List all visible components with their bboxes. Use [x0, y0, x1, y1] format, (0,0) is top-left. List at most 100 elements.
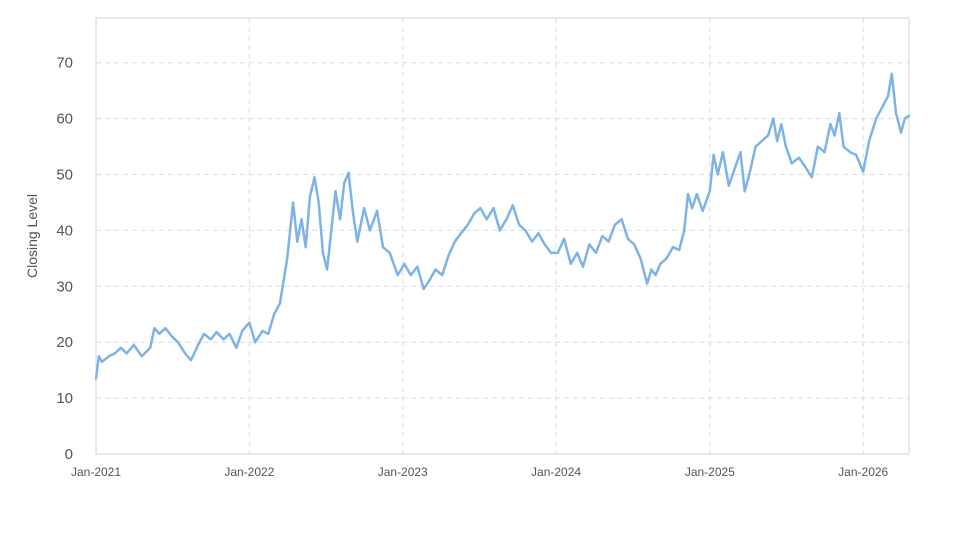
- data-point: [784, 145, 788, 148]
- data-point: [810, 176, 814, 179]
- plot-area: [95, 17, 910, 455]
- data-point: [416, 265, 419, 268]
- data-point: [695, 193, 698, 196]
- data-point: [326, 268, 329, 271]
- data-point: [727, 184, 730, 187]
- data-point: [215, 331, 218, 334]
- data-point: [594, 251, 598, 254]
- y-axis-title: Closing Level: [24, 194, 40, 278]
- data-point: [356, 240, 359, 243]
- data-point: [235, 346, 238, 349]
- data-point: [492, 207, 495, 210]
- data-point: [228, 332, 231, 335]
- data-point: [875, 117, 878, 120]
- data-point: [125, 352, 128, 355]
- data-point: [273, 313, 276, 316]
- data-point: [149, 346, 152, 349]
- data-point: [140, 355, 143, 358]
- data-point: [132, 343, 135, 347]
- data-point: [671, 246, 675, 249]
- y-tick-label: 0: [65, 446, 73, 463]
- data-point: [797, 156, 801, 159]
- data-point: [241, 329, 244, 333]
- data-point: [164, 327, 167, 330]
- x-axis-ticks: Jan-2021 Jan-2022 Jan-2023 Jan-2024 Jan-2025…: [71, 465, 889, 479]
- data-point: [485, 218, 488, 221]
- data-point: [708, 190, 711, 193]
- data-point: [94, 377, 98, 380]
- data-point: [767, 134, 770, 137]
- data-point: [868, 139, 871, 143]
- data-point: [576, 251, 579, 254]
- data-point: [654, 274, 657, 277]
- data-point: [184, 352, 187, 355]
- data-point: [363, 207, 366, 210]
- data-point: [537, 232, 540, 235]
- data-point: [409, 274, 412, 277]
- data-point: [330, 229, 333, 232]
- data-point: [170, 335, 174, 338]
- data-point: [347, 171, 350, 174]
- data-point: [176, 341, 179, 344]
- data-point: [304, 246, 307, 249]
- data-point: [639, 257, 642, 260]
- data-point: [754, 145, 757, 148]
- data-point: [665, 257, 668, 260]
- data-point: [601, 234, 604, 238]
- data-point: [886, 95, 890, 98]
- data-point: [447, 254, 450, 257]
- x-tick-label: Jan-2022: [224, 465, 274, 479]
- data-point: [780, 123, 783, 126]
- data-point: [626, 237, 630, 240]
- data-point: [453, 240, 456, 243]
- data-point: [248, 321, 251, 324]
- y-tick-label: 30: [56, 278, 73, 295]
- data-point: [460, 232, 463, 235]
- data-point: [368, 229, 371, 232]
- data-point: [352, 212, 355, 215]
- data-point: [620, 218, 623, 221]
- data-point: [803, 165, 806, 168]
- data-point: [222, 338, 225, 341]
- data-point: [339, 218, 342, 221]
- y-tick-label: 40: [56, 222, 73, 239]
- y-axis-ticks: 0 10 20 30 40 50 60 70: [56, 55, 73, 463]
- y-tick-label: 70: [56, 55, 73, 72]
- data-point: [308, 195, 311, 198]
- data-point: [313, 176, 316, 179]
- data-point: [479, 207, 482, 210]
- data-point: [563, 237, 566, 240]
- data-point: [511, 204, 514, 207]
- data-point: [650, 268, 653, 271]
- data-point: [334, 190, 337, 193]
- gridlines: [96, 18, 909, 454]
- data-point: [581, 265, 585, 268]
- data-point: [776, 139, 779, 143]
- y-tick-label: 50: [56, 167, 73, 184]
- data-point: [743, 190, 746, 193]
- data-point: [748, 173, 751, 176]
- data-point: [890, 72, 893, 75]
- data-point: [524, 229, 527, 232]
- data-point: [659, 262, 662, 265]
- data-point: [376, 209, 379, 212]
- y-tick-label: 10: [56, 390, 73, 407]
- data-point: [388, 251, 391, 254]
- data-point: [772, 117, 775, 120]
- data-point: [686, 193, 690, 196]
- data-point: [907, 114, 911, 117]
- data-point: [739, 151, 742, 154]
- data-point: [842, 145, 845, 148]
- data-point: [100, 360, 103, 363]
- x-tick-label: Jan-2025: [685, 465, 735, 479]
- data-points: [94, 72, 911, 380]
- data-point: [556, 251, 559, 254]
- y-tick-label: 20: [56, 334, 73, 351]
- data-point: [633, 243, 636, 246]
- data-point: [607, 240, 610, 243]
- data-point: [119, 346, 122, 349]
- x-tick-label: Jan-2026: [838, 465, 888, 479]
- data-point: [549, 251, 553, 254]
- x-tick-label: Jan-2023: [378, 465, 428, 479]
- data-point: [97, 355, 100, 358]
